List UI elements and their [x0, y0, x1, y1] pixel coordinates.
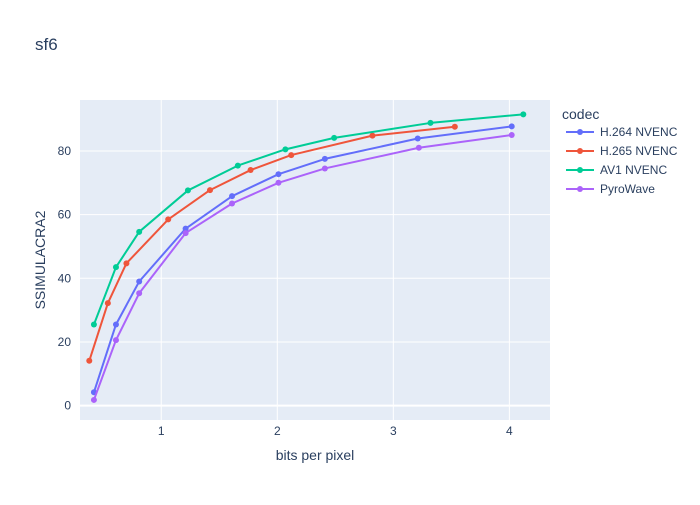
data-point-h-264-nvenc-3: [182, 225, 189, 232]
legend-swatch-marker-h-264-nvenc: [577, 129, 583, 135]
legend-item-pyrowave: PyroWave: [566, 182, 655, 196]
legend-label-h-264-nvenc: H.264 NVENC: [600, 125, 678, 139]
legend-label-pyrowave: PyroWave: [600, 182, 655, 196]
series-h-265-nvenc: [86, 123, 458, 364]
data-point-h-264-nvenc-4: [229, 193, 236, 200]
data-point-h-264-nvenc-8: [508, 123, 515, 130]
data-point-pyrowave-8: [508, 132, 515, 139]
chart-title: sf6: [35, 35, 58, 54]
data-point-h-265-nvenc-5: [247, 167, 254, 174]
data-point-av1-nvenc-4: [234, 162, 241, 169]
legend-swatch-marker-h-265-nvenc: [577, 148, 583, 154]
data-point-pyrowave-7: [415, 144, 422, 151]
x-tick-label-2: 3: [390, 424, 397, 438]
y-tick-label-2: 40: [58, 271, 72, 285]
y-tick-label-0: 0: [64, 399, 71, 413]
series-layer: [86, 111, 527, 403]
data-point-h-265-nvenc-8: [451, 123, 458, 130]
x-axis-label: bits per pixel: [276, 447, 355, 463]
data-point-pyrowave-0: [90, 396, 97, 403]
series-h-264-nvenc: [90, 123, 515, 396]
y-axis-label: SSIMULACRA2: [32, 210, 48, 309]
data-point-h-264-nvenc-5: [275, 171, 282, 178]
data-point-av1-nvenc-2: [136, 228, 143, 235]
data-point-h-265-nvenc-3: [165, 216, 172, 223]
data-point-av1-nvenc-8: [520, 111, 527, 118]
series-pyrowave: [90, 132, 515, 403]
data-point-h-264-nvenc-7: [414, 135, 421, 142]
data-point-pyrowave-1: [112, 337, 119, 344]
data-point-h-265-nvenc-1: [104, 300, 111, 307]
data-point-h-265-nvenc-0: [86, 357, 93, 364]
legend-title: codec: [562, 106, 599, 122]
legend-swatch-marker-pyrowave: [577, 186, 583, 192]
data-point-av1-nvenc-5: [282, 146, 289, 153]
data-point-pyrowave-3: [182, 230, 189, 237]
data-point-h-264-nvenc-2: [136, 278, 143, 285]
data-point-av1-nvenc-1: [112, 264, 119, 271]
data-point-h-264-nvenc-1: [112, 321, 119, 328]
data-point-av1-nvenc-6: [331, 134, 338, 141]
x-tick-label-3: 4: [506, 424, 513, 438]
data-point-h-265-nvenc-4: [206, 187, 213, 194]
plot-area: [80, 100, 550, 420]
data-point-h-265-nvenc-7: [369, 132, 376, 139]
data-point-pyrowave-4: [229, 200, 236, 207]
legend-item-h-265-nvenc: H.265 NVENC: [566, 144, 678, 158]
series-av1-nvenc: [90, 111, 527, 328]
legend-label-av1-nvenc: AV1 NVENC: [600, 163, 667, 177]
legend-items: H.264 NVENC H.265 NVENC AV1 NVENC PyroWave: [566, 125, 678, 196]
data-point-h-265-nvenc-6: [288, 152, 295, 159]
legend-label-h-265-nvenc: H.265 NVENC: [600, 144, 678, 158]
data-point-av1-nvenc-3: [184, 187, 191, 194]
legend-swatch-marker-av1-nvenc: [577, 167, 583, 173]
y-tick-label-3: 60: [58, 208, 72, 222]
legend: codec H.264 NVENC H.265 NVENC AV1 NVENC Pyr…: [562, 106, 678, 196]
data-point-pyrowave-5: [275, 179, 282, 186]
x-tick-label-1: 2: [274, 424, 281, 438]
x-tick-label-0: 1: [158, 424, 165, 438]
data-point-av1-nvenc-7: [427, 119, 434, 126]
legend-item-h-264-nvenc: H.264 NVENC: [566, 125, 678, 139]
y-tick-label-1: 20: [58, 335, 72, 349]
data-point-pyrowave-6: [321, 165, 328, 172]
data-point-pyrowave-2: [136, 290, 143, 297]
y-tick-label-4: 80: [58, 144, 72, 158]
legend-item-av1-nvenc: AV1 NVENC: [566, 163, 667, 177]
data-point-av1-nvenc-0: [90, 321, 97, 328]
data-point-h-265-nvenc-2: [123, 260, 130, 267]
data-point-h-264-nvenc-6: [321, 155, 328, 162]
